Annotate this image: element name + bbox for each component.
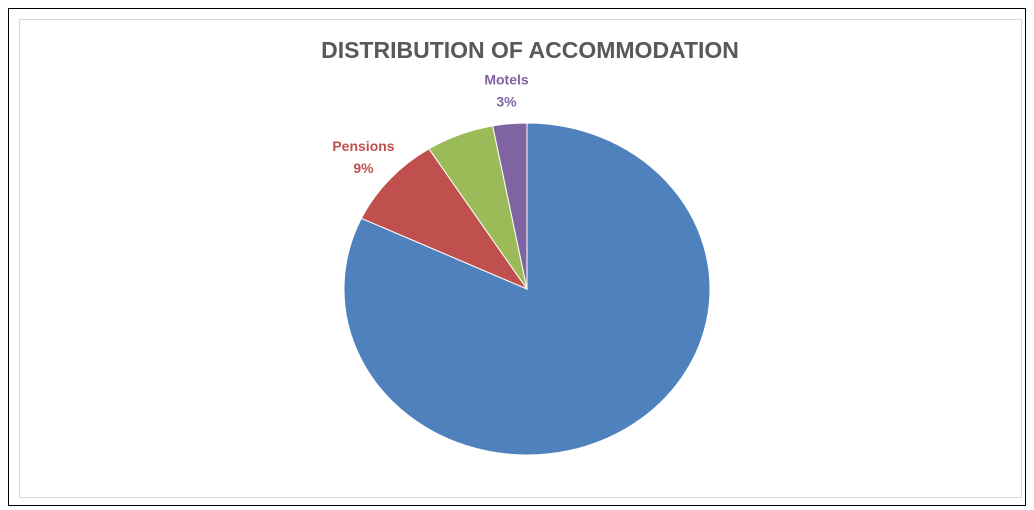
slice-value-label: 9% (353, 160, 374, 176)
chart-title: DISTRIBUTION OF ACCOMMODATION (321, 37, 739, 63)
slice-label: Motels (484, 72, 529, 88)
pie-slice (360, 148, 529, 291)
pie-slice (492, 122, 528, 290)
slice-label: Pensions (332, 138, 394, 154)
slice-value-label: 3% (496, 94, 517, 110)
